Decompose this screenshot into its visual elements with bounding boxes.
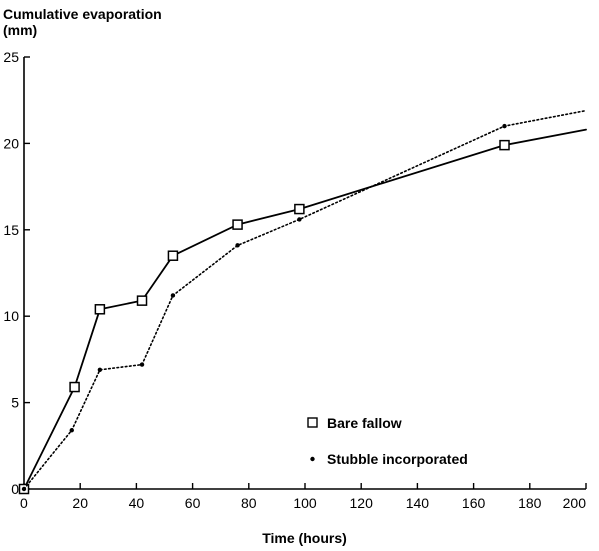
x-tick-label: 40 [129,495,145,511]
x-tick-label: 120 [350,495,374,511]
y-axis-label-line-2: (mm) [3,22,38,38]
x-tick-label: 20 [72,495,88,511]
series-1-point [232,219,243,230]
series-1-point [167,250,179,261]
series-2-point [170,293,176,298]
y-tick-label: 10 [3,308,19,324]
series-2-line [23,109,587,490]
x-tick-label: 60 [185,495,201,511]
y-tick-label: 25 [3,49,19,65]
series-1-point [294,203,305,215]
x-tick-label: 80 [241,495,257,511]
x-axis-label: Time (hours) [262,530,347,546]
series-1-point [136,295,148,306]
y-axis-label-line-1: Cumulative evaporation [3,6,162,22]
x-tick-label: 140 [406,495,430,511]
series-1-point [94,304,106,315]
series-1-point [499,139,510,151]
series-2-point [69,428,74,433]
series-2-point [502,123,507,129]
y-tick-label: 0 [11,481,19,497]
y-tick-label: 5 [11,395,19,411]
y-tick-label: 15 [3,222,19,238]
series-2-point [97,367,103,372]
legend-marker-bare-fallow [307,417,318,428]
series-2-point [297,217,302,222]
series-1-line [23,128,587,490]
x-tick-label: 160 [462,495,486,511]
series-2-point [21,486,27,492]
y-tick-label: 20 [3,135,19,151]
legend-label-stubble-incorporated: Stubble incorporated [327,451,468,467]
legend-marker-stubble-incorporated [310,456,315,462]
x-tick-label: 0 [20,495,28,511]
legend-label-bare-fallow: Bare fallow [327,415,402,431]
x-tick-label: 180 [518,495,542,511]
series-1-point [69,381,80,393]
x-tick-label: 200 [563,495,587,511]
x-tick-label: 100 [293,495,317,511]
series-2-point [139,362,145,367]
series-2-point [235,243,240,248]
